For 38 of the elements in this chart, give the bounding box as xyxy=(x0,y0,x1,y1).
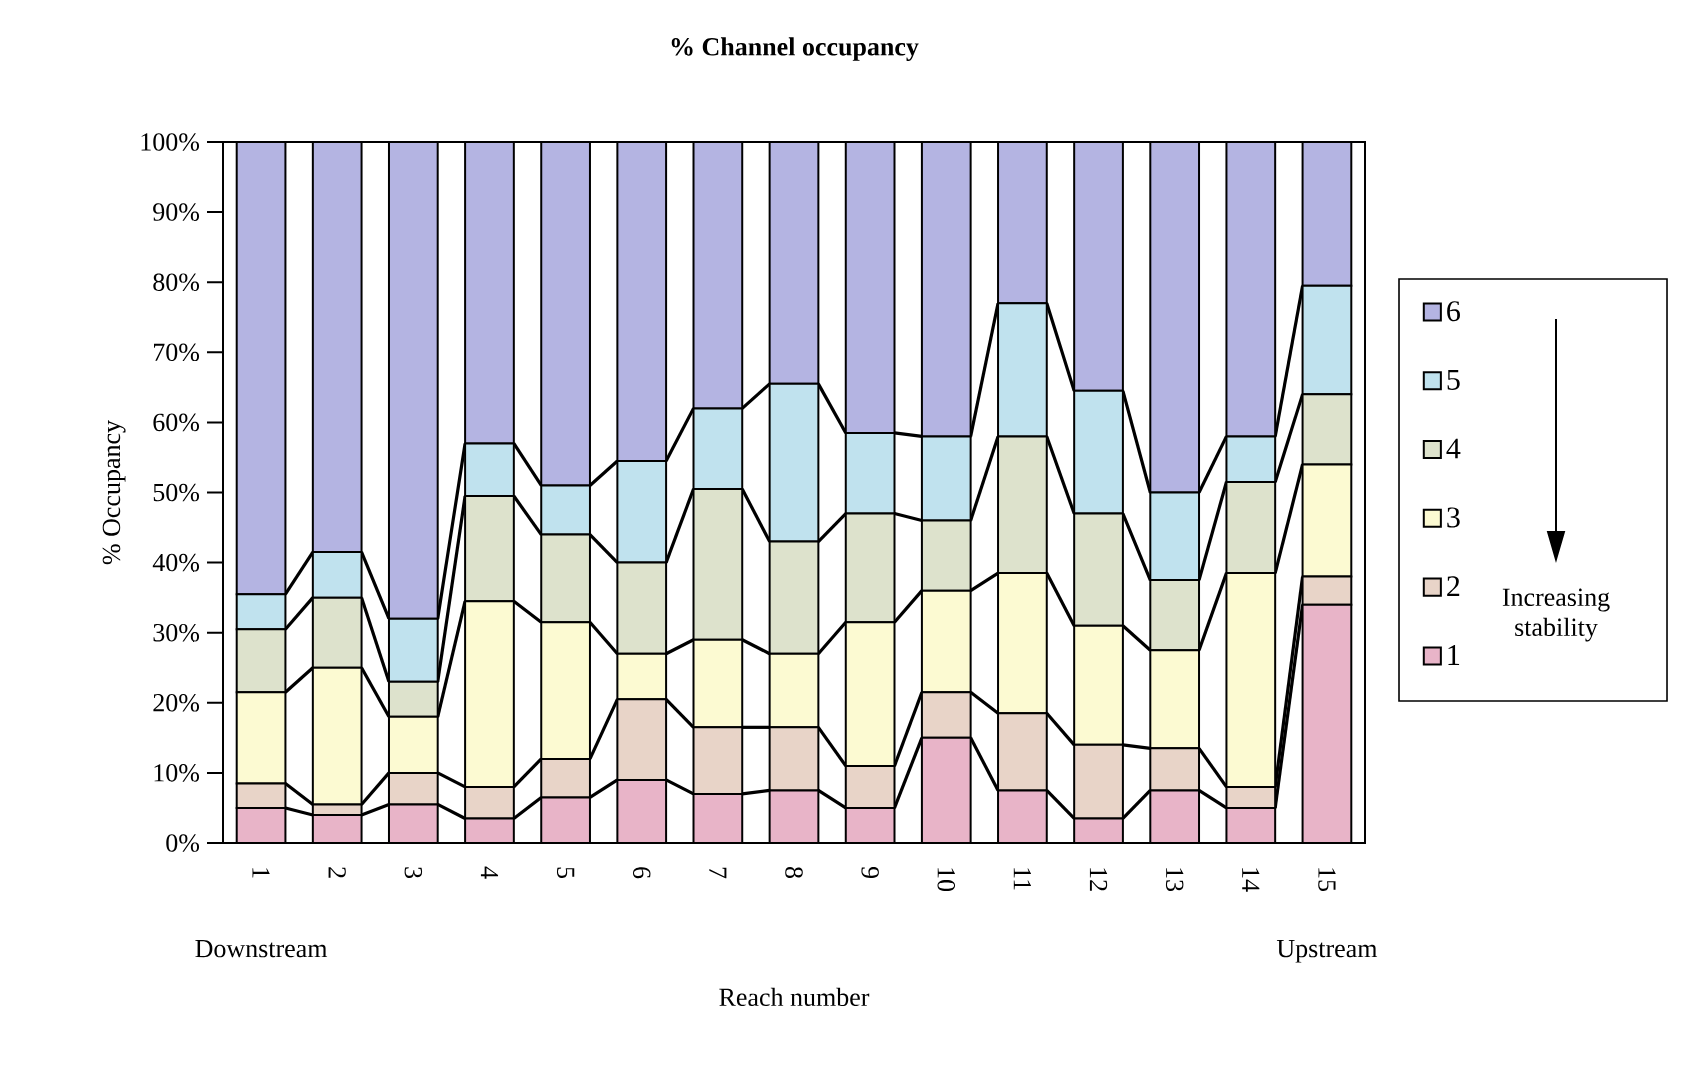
x-tick-label: 9 xyxy=(861,866,879,878)
x-tick-label: 10 xyxy=(937,868,956,892)
legend-label: 6 xyxy=(1447,301,1460,322)
x-tick-label: 8 xyxy=(785,867,803,879)
y-tick-label: 70% xyxy=(154,343,200,362)
y-tick-label: 20% xyxy=(153,693,200,712)
legend-label: 1 xyxy=(1448,645,1460,665)
x-tick-label: 13 xyxy=(1165,868,1184,892)
y-tick-label: 0% xyxy=(166,834,200,852)
text: Upstream xyxy=(1276,940,1378,963)
x-tick-label: 5 xyxy=(556,867,575,879)
legend-label: 5 xyxy=(1447,369,1460,390)
y-tick-label: 30% xyxy=(153,623,200,642)
y-tick-label: 100% xyxy=(141,133,200,151)
legend-label: 3 xyxy=(1447,507,1460,528)
text: Increasing stability xyxy=(1502,588,1610,642)
y-tick-label: 80% xyxy=(153,273,200,292)
x-tick-label: 11 xyxy=(1013,868,1031,890)
chart-title: % Channel occupancy xyxy=(671,37,919,61)
y-tick-label: 50% xyxy=(153,483,200,502)
legend-label: 4 xyxy=(1446,438,1461,459)
x-axis-title: Reach number xyxy=(719,987,870,1007)
x-tick-label: 15 xyxy=(1318,868,1336,892)
x-tick-label: 1 xyxy=(252,868,270,878)
x-tick-label: 14 xyxy=(1242,868,1260,892)
y-axis-title: % Occupancy xyxy=(102,420,126,565)
x-tick-label: 12 xyxy=(1089,868,1108,891)
y-tick-label: 90% xyxy=(153,203,200,221)
x-tick-label: 3 xyxy=(404,867,423,879)
y-tick-label: 10% xyxy=(154,764,200,782)
x-tick-label: 6 xyxy=(633,867,651,879)
y-tick-label: 60% xyxy=(153,413,200,432)
x-tick-label: 4 xyxy=(480,866,499,879)
text: Downstream xyxy=(195,940,328,958)
y-tick-label: 40% xyxy=(152,553,200,572)
legend-label: 2 xyxy=(1447,576,1460,597)
x-tick-label: 2 xyxy=(328,867,346,878)
x-tick-label: 7 xyxy=(709,867,727,879)
